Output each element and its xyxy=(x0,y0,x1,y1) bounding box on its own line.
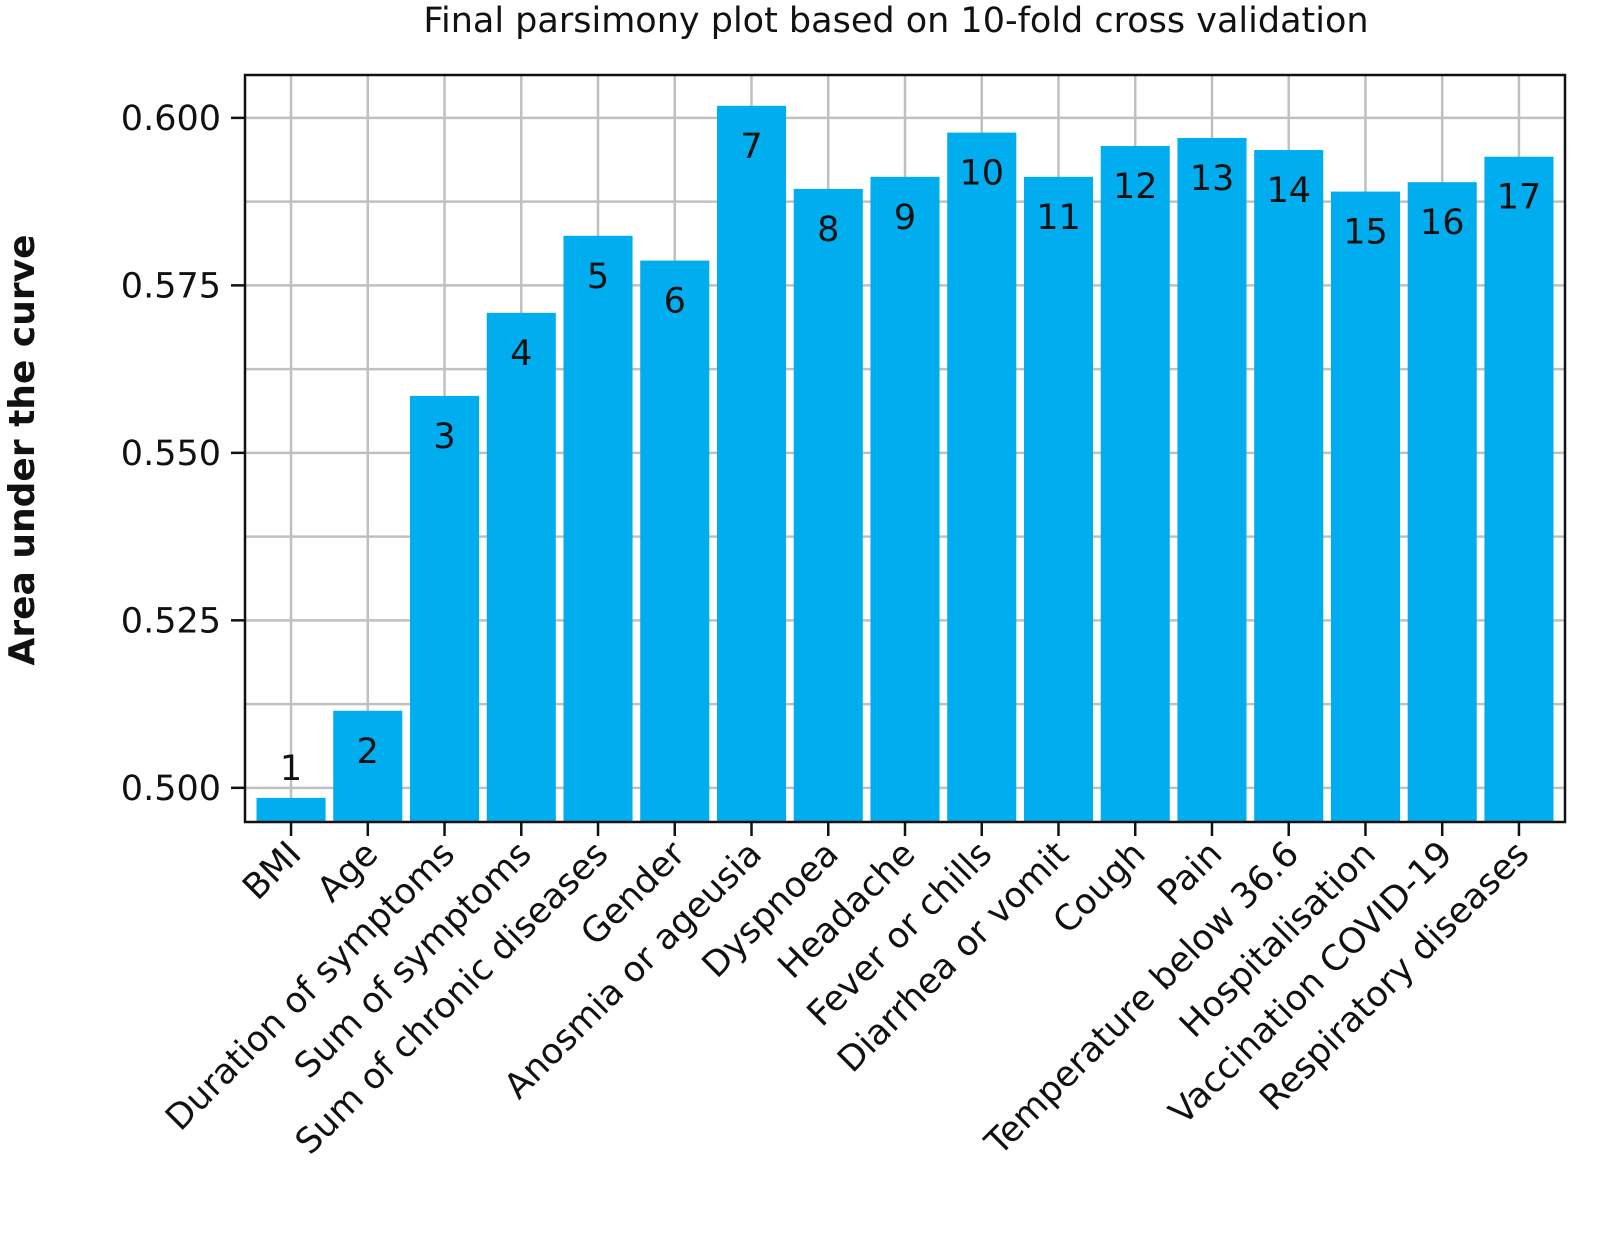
y-axis-label: Area under the curve xyxy=(2,235,43,666)
y-tick-label: 0.575 xyxy=(121,266,221,306)
bar xyxy=(256,797,326,822)
x-tick-label: Duration of symptoms xyxy=(158,834,463,1139)
bar xyxy=(1407,182,1477,823)
bar-label: 16 xyxy=(1420,203,1465,243)
bar-label: 5 xyxy=(587,257,609,297)
bar-label: 6 xyxy=(664,282,686,322)
bar-label: 4 xyxy=(510,334,532,374)
bar xyxy=(1100,146,1170,822)
bar xyxy=(410,395,480,822)
bar-label: 17 xyxy=(1497,178,1542,218)
bar xyxy=(1484,156,1554,823)
bar-label: 7 xyxy=(740,127,762,167)
bar-label: 2 xyxy=(357,732,379,772)
bar xyxy=(486,312,556,822)
bar xyxy=(640,260,710,822)
y-tick-label: 0.550 xyxy=(121,434,221,474)
bar-label: 1 xyxy=(280,749,302,789)
x-tick-label: BMI xyxy=(235,834,309,908)
bar-label: 14 xyxy=(1266,171,1311,211)
bar-label: 13 xyxy=(1190,159,1235,199)
bar xyxy=(1023,176,1094,822)
y-tick-label: 0.500 xyxy=(121,769,221,809)
y-tick-label: 0.525 xyxy=(121,601,221,641)
bar-label: 12 xyxy=(1113,167,1158,207)
bar-label: 3 xyxy=(433,417,455,457)
bar xyxy=(1177,137,1247,823)
bar xyxy=(793,188,863,822)
bar xyxy=(1254,150,1324,822)
bar xyxy=(1330,191,1400,822)
bar-label: 9 xyxy=(894,198,916,238)
y-tick-label: 0.600 xyxy=(121,99,221,139)
bar xyxy=(333,710,403,822)
bar-label: 8 xyxy=(817,210,839,250)
bar xyxy=(947,132,1017,822)
bar xyxy=(716,105,787,823)
bar xyxy=(870,176,940,822)
bar-label: 11 xyxy=(1036,198,1081,238)
chart-title: Final parsimony plot based on 10-fold cr… xyxy=(423,1,1368,41)
bar xyxy=(563,235,633,822)
bar-label: 15 xyxy=(1343,213,1388,253)
bar-label: 10 xyxy=(959,154,1004,194)
